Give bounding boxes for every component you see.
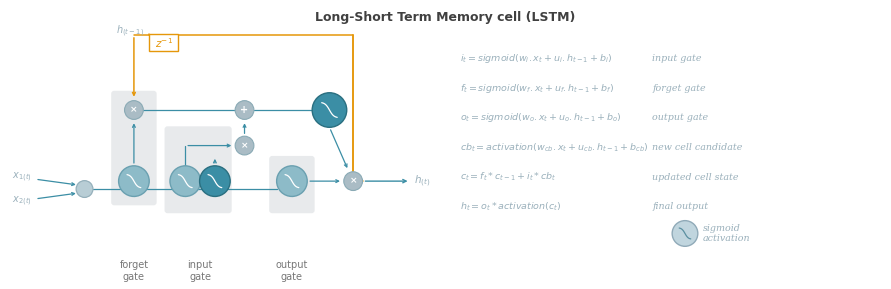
Text: $h_t = o_t * activation(c_t)$: $h_t = o_t * activation(c_t)$: [460, 201, 561, 213]
Text: $o_t = sigmoid(w_o.x_t + u_o.h_{t-1} + b_o)$: $o_t = sigmoid(w_o.x_t + u_o.h_{t-1} + b…: [460, 112, 622, 125]
Circle shape: [76, 181, 93, 197]
Text: new cell candidate: new cell candidate: [652, 143, 743, 152]
Text: $x_{2(t)}$: $x_{2(t)}$: [12, 195, 32, 208]
FancyBboxPatch shape: [165, 126, 232, 213]
Text: final output: final output: [652, 202, 708, 211]
Circle shape: [200, 166, 230, 197]
Text: $cb_t = activation(w_{cb}.x_t + u_{cb}.h_{t-1} + b_{cb})$: $cb_t = activation(w_{cb}.x_t + u_{cb}.h…: [460, 141, 649, 154]
Text: forget
gate: forget gate: [119, 260, 149, 282]
Circle shape: [235, 136, 254, 155]
Text: $z^{-1}$: $z^{-1}$: [154, 36, 173, 50]
Circle shape: [312, 93, 347, 127]
Text: +: +: [241, 105, 249, 115]
Text: $i_t = sigmoid(w_i.x_t + u_i.h_{t-1} + b_i)$: $i_t = sigmoid(w_i.x_t + u_i.h_{t-1} + b…: [460, 52, 612, 65]
Text: input
gate: input gate: [187, 260, 213, 282]
Text: forget gate: forget gate: [652, 84, 706, 93]
FancyBboxPatch shape: [149, 34, 178, 51]
Text: ×: ×: [349, 177, 357, 186]
Circle shape: [276, 166, 307, 197]
Text: $x_{1(t)}$: $x_{1(t)}$: [12, 171, 32, 184]
Circle shape: [344, 172, 363, 190]
Circle shape: [119, 166, 149, 197]
Text: output gate: output gate: [652, 113, 708, 123]
Text: Long-Short Term Memory cell (LSTM): Long-Short Term Memory cell (LSTM): [315, 11, 576, 24]
Circle shape: [125, 101, 143, 119]
Text: sigmoid
activation: sigmoid activation: [703, 224, 750, 243]
Text: input gate: input gate: [652, 54, 702, 63]
Text: $c_t = f_t * c_{t-1} + i_t * cb_t$: $c_t = f_t * c_{t-1} + i_t * cb_t$: [460, 171, 556, 184]
Text: ×: ×: [241, 141, 249, 150]
Text: ×: ×: [130, 105, 138, 114]
Circle shape: [235, 101, 254, 119]
Text: output
gate: output gate: [275, 260, 308, 282]
Text: $h_{(t)}$: $h_{(t)}$: [414, 173, 431, 189]
Circle shape: [672, 221, 698, 246]
Circle shape: [170, 166, 200, 197]
FancyBboxPatch shape: [111, 91, 157, 205]
Text: $f_t = sigmoid(w_f.x_t + u_f.h_{t-1} + b_f)$: $f_t = sigmoid(w_f.x_t + u_f.h_{t-1} + b…: [460, 82, 614, 95]
Text: $h_{(t-1)}$: $h_{(t-1)}$: [116, 23, 143, 39]
FancyBboxPatch shape: [269, 156, 315, 213]
Text: updated cell state: updated cell state: [652, 173, 739, 182]
